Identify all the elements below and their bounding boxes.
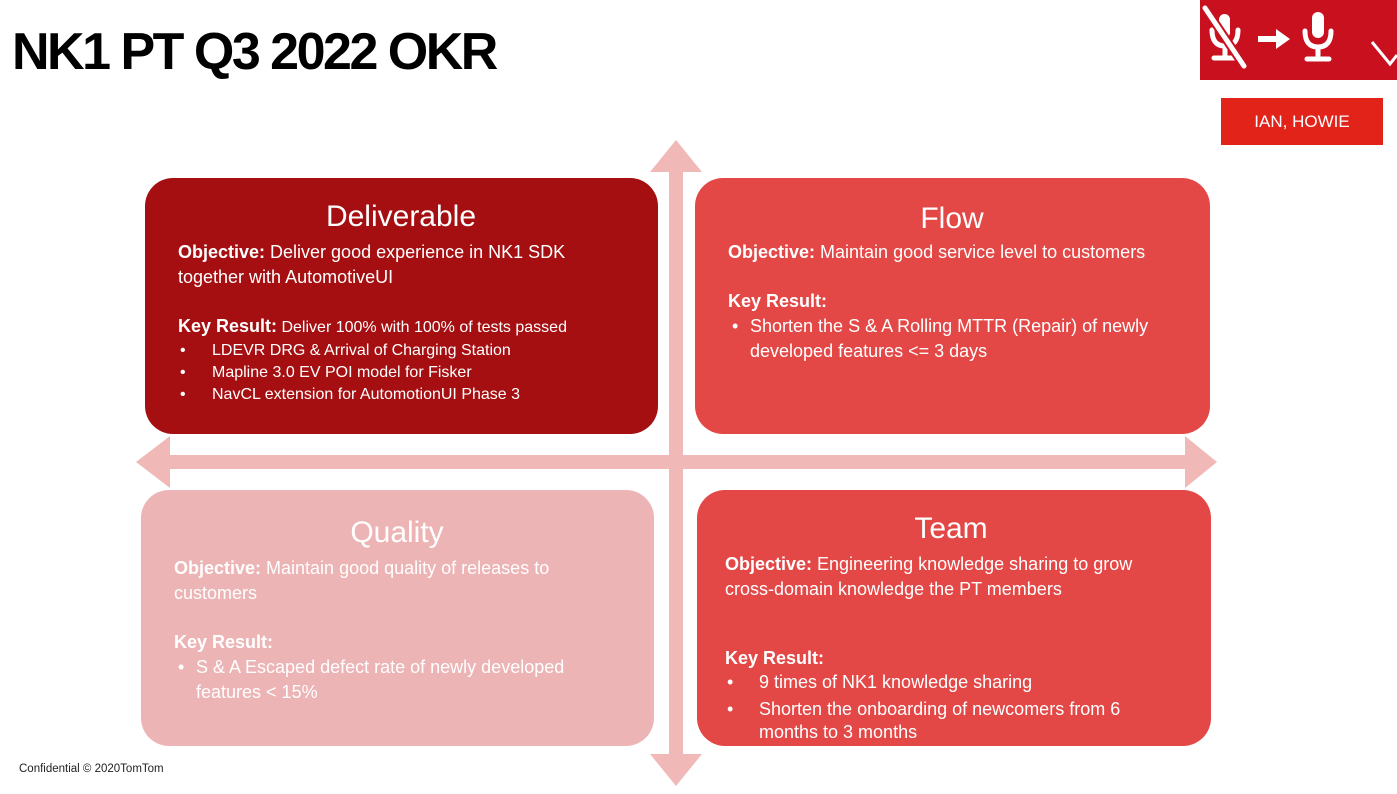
objective-value: Engineering knowledge sharing to grow cr… bbox=[725, 554, 1133, 599]
objective-label: Objective: bbox=[178, 242, 266, 262]
key-result-label: Key Result: bbox=[728, 291, 828, 311]
horizontal-axis-shaft bbox=[165, 455, 1190, 469]
objective-value: Maintain good quality of releases to cus… bbox=[174, 558, 550, 603]
objective-label: Objective: bbox=[725, 554, 813, 574]
mic-icon bbox=[1302, 12, 1334, 62]
key-result-label: Key Result: bbox=[725, 648, 825, 668]
list-item: Shorten the S & A Rolling MTTR (Repair) … bbox=[728, 314, 1176, 364]
key-result-label: Key Result: bbox=[174, 632, 274, 652]
objective-text: Objective: Engineering knowledge sharing… bbox=[725, 552, 1177, 602]
list-item: Mapline 3.0 EV POI model for Fisker bbox=[178, 362, 624, 384]
key-result-text: Key Result: bbox=[174, 630, 620, 655]
objective-text: Objective: Maintain good quality of rele… bbox=[174, 556, 620, 606]
objective-text: Objective: Deliver good experience in NK… bbox=[178, 240, 624, 290]
axis-arrow-right bbox=[1185, 436, 1217, 488]
list-item: 9 times of NK1 knowledge sharing bbox=[725, 671, 1177, 694]
quadrant-heading: Deliverable bbox=[325, 200, 477, 233]
axis-arrow-down bbox=[650, 754, 702, 786]
list-item: Shorten the onboarding of newcomers from… bbox=[725, 698, 1177, 744]
quadrant-heading: Team bbox=[914, 512, 988, 545]
confidential-footer: Confidential © 2020TomTom bbox=[19, 763, 164, 775]
list-item: NavCL extension for AutomotionUI Phase 3 bbox=[178, 384, 624, 406]
quadrant-heading: Flow bbox=[920, 202, 984, 235]
key-result-value: Deliver 100% with 100% of tests passed bbox=[277, 319, 567, 336]
team-quadrant: Team Objective: Engineering knowledge sh… bbox=[697, 490, 1211, 746]
key-result-list: S & A Escaped defect rate of newly devel… bbox=[174, 655, 620, 705]
key-result-list: 9 times of NK1 knowledge sharing Shorten… bbox=[725, 671, 1177, 744]
flow-quadrant: Flow Objective: Maintain good service le… bbox=[695, 178, 1210, 434]
objective-label: Objective: bbox=[728, 242, 816, 262]
list-item: S & A Escaped defect rate of newly devel… bbox=[174, 655, 620, 705]
deliverable-quadrant: Deliverable Objective: Deliver good expe… bbox=[145, 178, 658, 434]
mic-muted-icon bbox=[1200, 3, 1249, 71]
list-item: LDEVR DRG & Arrival of Charging Station bbox=[178, 340, 624, 362]
axis-arrow-left bbox=[136, 436, 170, 488]
check-icon bbox=[1370, 41, 1397, 67]
slide-title: NK1 PT Q3 2022 OKR bbox=[12, 23, 498, 81]
key-result-list: Shorten the S & A Rolling MTTR (Repair) … bbox=[728, 314, 1176, 364]
objective-value: Maintain good service level to customers bbox=[815, 242, 1146, 262]
key-result-text: Key Result: bbox=[728, 289, 1176, 314]
objective-label: Objective: bbox=[174, 558, 262, 578]
key-result-text: Key Result: Deliver 100% with 100% of te… bbox=[178, 314, 624, 340]
objective-text: Objective: Maintain good service level t… bbox=[728, 240, 1176, 265]
axis-arrow-up bbox=[650, 140, 702, 172]
presenters-badge: IAN, HOWIE bbox=[1221, 98, 1383, 145]
key-result-list: LDEVR DRG & Arrival of Charging Station … bbox=[178, 340, 624, 406]
objective-value: Deliver good experience in NK1 SDK toget… bbox=[178, 242, 566, 287]
mic-status-badge bbox=[1200, 0, 1397, 80]
key-result-text: Key Result: bbox=[725, 646, 1177, 671]
quality-quadrant: Quality Objective: Maintain good quality… bbox=[141, 490, 654, 746]
quadrant-heading: Quality bbox=[350, 516, 444, 549]
arrow-right-icon bbox=[1258, 29, 1290, 49]
key-result-label: Key Result: bbox=[178, 316, 278, 336]
